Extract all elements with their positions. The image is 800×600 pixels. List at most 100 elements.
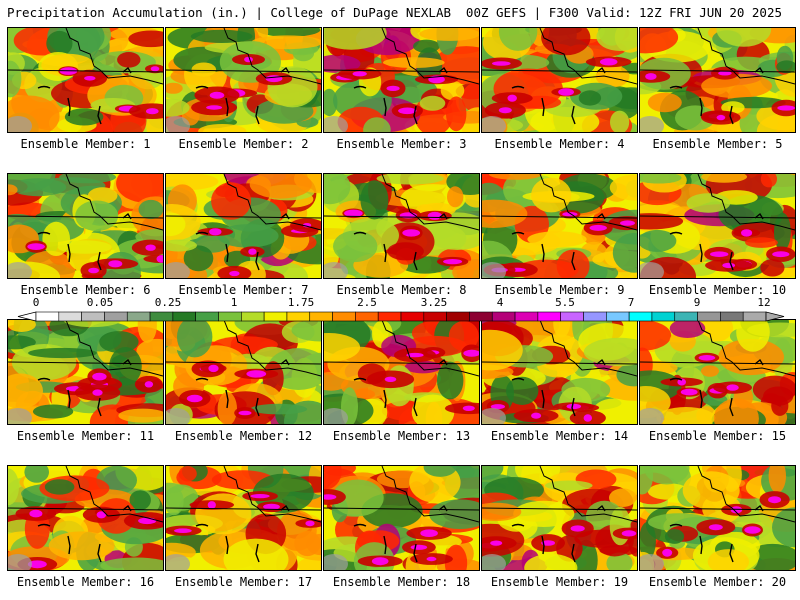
precip-field [482,466,637,570]
precip-field [640,28,795,132]
ensemble-member-map [639,319,796,425]
ensemble-member-map [481,173,638,279]
colorbar-segment [628,311,653,322]
colorbar-segment [195,311,219,322]
ensemble-member-map [7,173,164,279]
colorbar-tick-label: 2.5 [357,296,377,309]
colorbar-segment [651,311,676,322]
colorbar-tick-label: 7 [627,296,635,309]
precip-field [640,320,795,424]
ensemble-member-label: Ensemble Member: 3 [336,137,467,151]
map-title: Precipitation Accumulation (in.) | Colle… [7,5,452,20]
precip-colorbar [17,311,785,322]
colorbar-segment [514,311,539,322]
colorbar-segment [377,311,402,322]
colorbar-segment [697,311,721,322]
ensemble-member-label: Ensemble Member: 9 [494,283,625,297]
colorbar-tick-label: 0.05 [86,296,114,309]
colorbar-segment [332,311,356,322]
ensemble-member-label: Ensemble Member: 12 [174,429,313,443]
precip-field [324,174,479,278]
precip-field [482,174,637,278]
colorbar-segment [172,311,196,322]
colorbar-segment [355,311,379,322]
colorbar-segment [263,311,288,322]
colorbar-segment [423,311,447,322]
ensemble-member-label: Ensemble Member: 6 [20,283,151,297]
ensemble-member-label: Ensemble Member: 14 [490,429,629,443]
ensemble-member-map [481,465,638,571]
colorbar-segment [104,311,128,322]
colorbar-tick-label: 3.25 [420,296,448,309]
ensemble-member-map [323,465,480,571]
precip-field [324,466,479,570]
colorbar-segment [560,311,584,322]
colorbar-segment [241,311,265,322]
precip-field [324,320,479,424]
ensemble-member-label: Ensemble Member: 1 [20,137,151,151]
ensemble-member-label: Ensemble Member: 16 [16,575,155,589]
ensemble-member-map [7,319,164,425]
colorbar-tick-label: 12 [757,296,771,309]
precip-field [324,28,479,132]
ensemble-member-map [165,27,322,133]
precip-field [8,28,163,132]
ensemble-member-label: Ensemble Member: 20 [648,575,787,589]
ensemble-member-map [323,173,480,279]
colorbar-segment [446,311,470,322]
colorbar-segment [674,311,698,322]
colorbar-segment [58,311,82,322]
ensemble-member-label: Ensemble Member: 11 [16,429,155,443]
precip-field [640,466,795,570]
precip-field [8,174,163,278]
ensemble-member-map [165,319,322,425]
colorbar-tick-label: 1.75 [287,296,315,309]
colorbar-segment [606,311,630,322]
ensemble-member-label: Ensemble Member: 4 [494,137,625,151]
colorbar-tick-label: 1 [230,296,238,309]
colorbar-segment [286,311,311,322]
precip-field [166,28,321,132]
colorbar-tick-label: 0 [32,296,40,309]
precip-field [8,320,163,424]
ensemble-member-map [165,173,322,279]
ensemble-member-map [639,465,796,571]
ensemble-member-label: Ensemble Member: 13 [332,429,471,443]
valid-time-label: 00Z GEFS | F300 Valid: 12Z FRI JUN 20 20… [465,5,782,20]
ensemble-member-label: Ensemble Member: 5 [652,137,783,151]
colorbar-segment [469,311,493,322]
colorbar-segment [491,311,516,322]
ensemble-member-map [323,319,480,425]
precip-field [482,320,637,424]
ensemble-member-map [481,319,638,425]
colorbar-segment [400,311,425,322]
ensemble-member-label: Ensemble Member: 7 [178,283,309,297]
precip-field [166,174,321,278]
ensemble-member-map [639,27,796,133]
colorbar-tick-label: 0.25 [154,296,182,309]
colorbar-segment [720,311,744,322]
ensemble-member-map [323,27,480,133]
precip-field [166,320,321,424]
colorbar-tick-label: 9 [693,296,701,309]
colorbar-segment [149,311,174,322]
ensemble-member-label: Ensemble Member: 10 [648,283,787,297]
ensemble-member-label: Ensemble Member: 19 [490,575,629,589]
colorbar-segment [218,311,242,322]
ensemble-member-label: Ensemble Member: 17 [174,575,313,589]
colorbar-segment [742,311,767,322]
ensemble-member-label: Ensemble Member: 15 [648,429,787,443]
colorbar-segment [583,311,607,322]
ensemble-member-map [481,27,638,133]
ensemble-member-map [7,465,164,571]
colorbar-segment [35,311,60,322]
colorbar-segment [309,311,333,322]
precip-field [8,466,163,570]
ensemble-member-map [7,27,164,133]
precip-field [166,466,321,570]
colorbar-tick-label: 5.5 [555,296,575,309]
precip-field [640,174,795,278]
ensemble-member-map [639,173,796,279]
colorbar-segment [81,311,105,322]
colorbar-segment [126,311,151,322]
